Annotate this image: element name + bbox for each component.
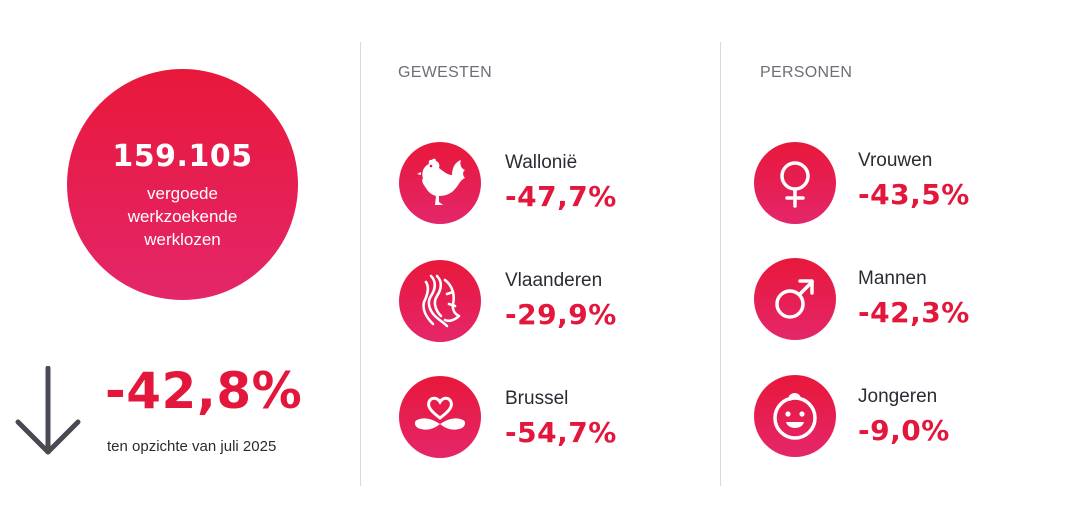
total-number: 159.105 — [112, 139, 253, 174]
jongeren-icon-circle — [754, 375, 836, 457]
gewesten-title: GEWESTEN — [398, 64, 492, 81]
personen-title: PERSONEN — [760, 64, 853, 81]
mannen-label: Mannen — [858, 268, 927, 289]
wallonie-icon-circle — [399, 142, 481, 224]
vrouwen-label: Vrouwen — [858, 150, 933, 171]
wallonie-value: -47,7% — [505, 180, 617, 213]
jongeren-value: -9,0% — [858, 414, 950, 447]
wallonie-label: Wallonië — [505, 152, 578, 173]
child-face-icon — [773, 393, 817, 440]
brussel-label: Brussel — [505, 388, 569, 409]
vlaanderen-value: -29,9% — [505, 298, 617, 331]
divider-right — [720, 42, 721, 486]
vrouwen-value: -43,5% — [858, 178, 970, 211]
jongeren-label: Jongeren — [858, 386, 938, 407]
brussel-icon-circle — [399, 376, 481, 458]
brussel-value: -54,7% — [505, 416, 617, 449]
vrouwen-icon-circle — [754, 142, 836, 224]
iris-icon — [414, 396, 466, 430]
total-change: -42,8% — [105, 362, 303, 420]
total-caption: ten opzichte van juli 2025 — [107, 438, 277, 455]
total-circle: 159.105 vergoede werkzoekende werklozen — [67, 69, 298, 300]
down-arrow-icon — [15, 366, 81, 455]
mannen-value: -42,3% — [858, 296, 970, 329]
male-symbol-icon — [775, 279, 814, 319]
divider-left — [360, 42, 361, 486]
vlaanderen-label: Vlaanderen — [505, 270, 603, 291]
total-label: vergoede werkzoekende werklozen — [127, 184, 238, 249]
female-symbol-icon — [780, 161, 810, 208]
vlaanderen-icon-circle — [399, 260, 481, 342]
rooster-icon — [417, 158, 465, 205]
mannen-icon-circle — [754, 258, 836, 340]
lion-icon — [422, 274, 461, 328]
